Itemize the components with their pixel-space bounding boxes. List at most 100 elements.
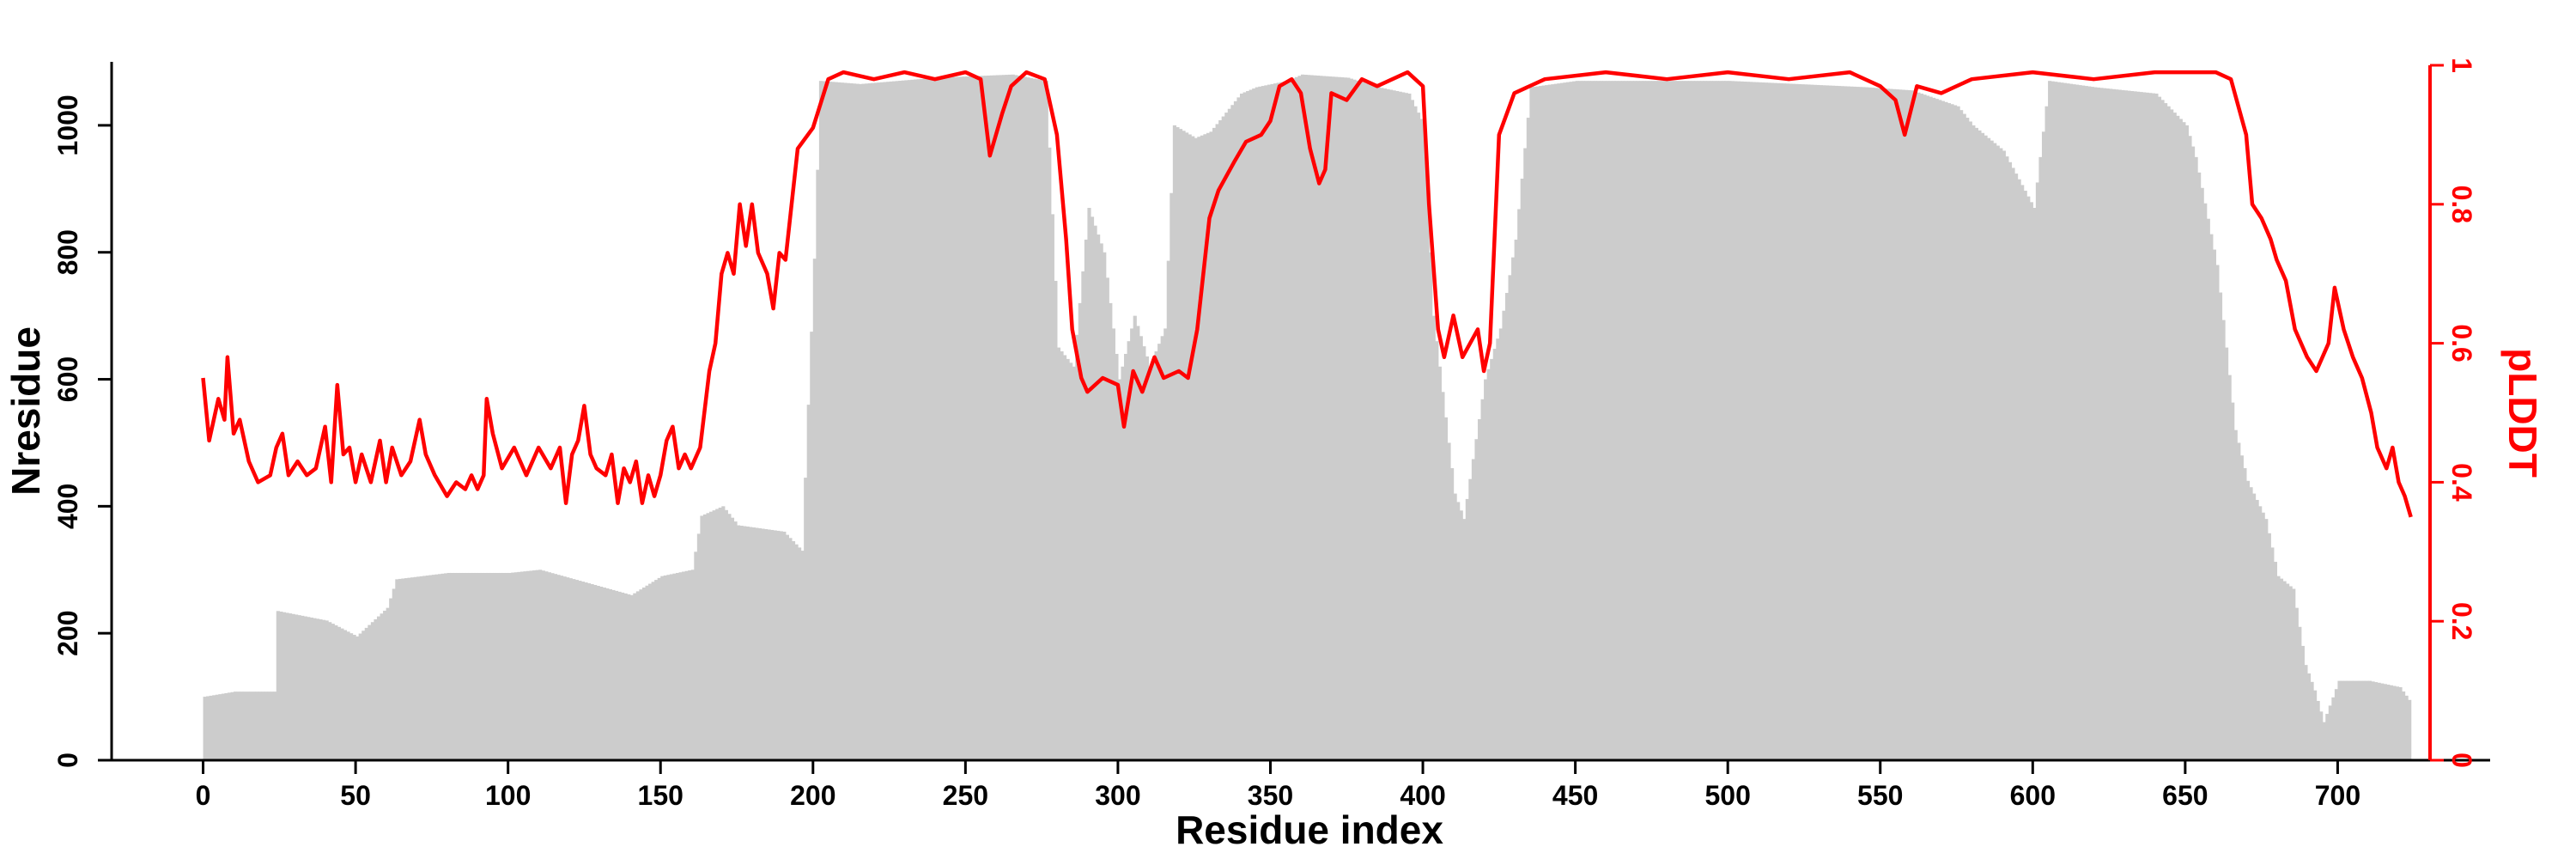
nresidue-bar [513, 572, 518, 760]
nresidue-bar [1877, 88, 1881, 761]
nresidue-bar [810, 332, 814, 760]
nresidue-bar [352, 635, 356, 760]
nresidue-bar [1346, 77, 1351, 760]
nresidue-bar [1626, 81, 1631, 760]
nresidue-bar [1620, 81, 1625, 760]
nresidue-bar [1862, 87, 1866, 760]
x-tick-label: 150 [638, 780, 683, 811]
nresidue-bar [1730, 81, 1735, 760]
nresidue-bar [1340, 76, 1345, 760]
nresidue-bar [1633, 81, 1637, 760]
nresidue-bar [1419, 119, 1424, 760]
nresidue-bar [2286, 583, 2290, 760]
nresidue-bar [2190, 146, 2196, 760]
nresidue-bar [395, 579, 399, 760]
nresidue-bar [1447, 442, 1451, 760]
nresidue-bar [401, 578, 405, 760]
nresidue-bar [1450, 468, 1455, 760]
nresidue-bar [837, 82, 841, 761]
nresidue-bar [2380, 683, 2385, 760]
nresidue-bar [724, 509, 728, 760]
x-tick-label: 250 [943, 780, 988, 811]
nresidue-bar [892, 81, 896, 760]
nresidue-bar [1072, 366, 1076, 760]
nresidue-bar [328, 622, 332, 760]
nresidue-bar [1895, 89, 1899, 760]
nresidue-bar [749, 527, 753, 760]
nresidue-bar [1484, 379, 1488, 760]
nresidue-bar [635, 591, 640, 760]
nresidue-bar [654, 580, 659, 760]
nresidue-bar [846, 82, 851, 760]
nresidue-bar [1569, 82, 1573, 760]
nresidue-bar [1834, 85, 1838, 761]
nresidue-bar [883, 82, 887, 760]
nresidue-bar [2123, 90, 2128, 760]
right-y-tick-label: 0.4 [2446, 463, 2477, 502]
nresidue-bar [453, 572, 457, 760]
nresidue-bar [1117, 379, 1122, 760]
nresidue-bar [2347, 680, 2351, 760]
nresidue-bar [1410, 100, 1414, 760]
nresidue-bar [1109, 302, 1113, 760]
nresidue-bar [2066, 83, 2070, 760]
nresidue-bar [956, 76, 960, 760]
nresidue-bar [2014, 174, 2019, 760]
nresidue-bar [1965, 118, 1970, 761]
nresidue-bar [1105, 277, 1109, 761]
nresidue-bar [2164, 103, 2168, 761]
nresidue-bar [1267, 84, 1272, 760]
nresidue-bar [2139, 92, 2143, 761]
nresidue-bar [737, 525, 741, 760]
nresidue-bar [2154, 93, 2159, 761]
nresidue-bar [215, 694, 219, 760]
right-y-tick-label: 0.8 [2446, 186, 2477, 223]
nresidue-bar [1959, 110, 1964, 761]
nresidue-bar [1648, 81, 1652, 760]
nresidue-bar [1950, 104, 1954, 761]
nresidue-bar [782, 531, 787, 760]
nresidue-bar [1734, 81, 1738, 760]
nresidue-bar [1157, 344, 1162, 760]
nresidue-bar [947, 76, 951, 761]
nresidue-bar [1227, 108, 1231, 760]
nresidue-bar [1883, 88, 1887, 761]
nresidue-bar [1252, 88, 1256, 761]
nresidue-bar [1880, 88, 1884, 760]
nresidue-bar [340, 628, 344, 760]
plddt-line [201, 70, 2413, 518]
nresidue-bar [1742, 81, 1747, 760]
nresidue-bar [1779, 82, 1783, 761]
x-tick-label: 400 [1400, 780, 1445, 811]
nresidue-bar [590, 584, 594, 760]
nresidue-bar [2182, 122, 2186, 761]
nresidue-bar [267, 691, 271, 760]
nresidue-bar [2017, 179, 2021, 760]
nresidue-bar [1590, 81, 1595, 760]
nresidue-bar [413, 576, 417, 760]
nresidue-bar [1465, 498, 1469, 760]
nresidue-bar [1462, 519, 1467, 760]
nresidue-bar [1124, 353, 1128, 760]
nresidue-bar [721, 506, 726, 760]
nresidue-bar [1974, 127, 1978, 760]
nresidue-bar [2255, 499, 2259, 760]
nresidue-bar [688, 570, 692, 760]
nresidue-bar [282, 612, 287, 760]
nresidue-bar [886, 82, 890, 760]
nresidue-bar [773, 530, 777, 760]
nresidue-bar [1654, 81, 1659, 760]
x-tick-label: 200 [790, 780, 835, 811]
nresidue-bar [1285, 81, 1290, 760]
nresidue-bar [1090, 216, 1095, 760]
nresidue-bar [572, 579, 576, 760]
nresidue-bar [2252, 493, 2257, 760]
nresidue-bar [938, 77, 942, 760]
nresidue-bar [331, 624, 335, 760]
nresidue-bar [2239, 455, 2244, 760]
nresidue-bar [2023, 191, 2027, 760]
nresidue-bar [1825, 85, 1829, 761]
nresidue-bar [553, 574, 558, 760]
nresidue-bar [1407, 93, 1412, 761]
